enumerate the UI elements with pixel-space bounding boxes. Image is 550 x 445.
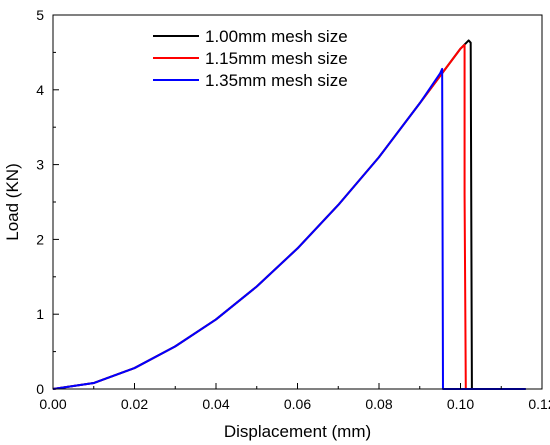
y-axis-title: Load (KN) <box>3 163 22 240</box>
x-tick-label-3: 0.06 <box>284 396 311 412</box>
x-tick-label-5: 0.10 <box>447 396 474 412</box>
y-tick-label-5: 5 <box>36 7 44 23</box>
legend-label-1-00mm: 1.00mm mesh size <box>205 27 348 46</box>
legend: 1.00mm mesh size 1.15mm mesh size 1.35mm… <box>153 27 348 90</box>
y-tick-label-0: 0 <box>36 381 44 397</box>
legend-label-1-35mm: 1.35mm mesh size <box>205 71 348 90</box>
x-axis-title: Displacement (mm) <box>224 422 371 441</box>
y-tick-label-2: 2 <box>36 231 44 247</box>
tick-labels: 0.00 0.02 0.04 0.06 0.08 0.10 0.12 0 1 2 3 4 5 <box>36 7 550 412</box>
series-line-1 <box>52 43 467 390</box>
series-line-0 <box>52 39 526 390</box>
x-tick-label-6: 0.12 <box>528 396 550 412</box>
x-tick-label-1: 0.02 <box>121 396 148 412</box>
x-tick-label-0: 0.00 <box>39 396 66 412</box>
series-layer <box>52 39 526 390</box>
x-tick-label-2: 0.04 <box>202 396 229 412</box>
x-tick-label-4: 0.08 <box>365 396 392 412</box>
y-tick-label-1: 1 <box>36 306 44 322</box>
y-tick-label-3: 3 <box>36 157 44 173</box>
ticks-layer <box>52 14 543 390</box>
series-line-2 <box>52 67 526 390</box>
y-tick-label-4: 4 <box>36 82 44 98</box>
legend-label-1-15mm: 1.15mm mesh size <box>205 49 348 68</box>
